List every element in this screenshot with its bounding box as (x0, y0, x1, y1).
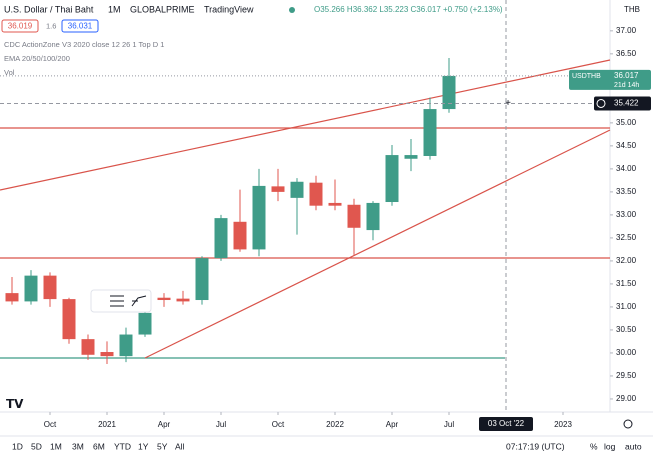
y-tick-label: 30.50 (616, 325, 637, 334)
crosshair-cursor: + (505, 98, 511, 109)
clock[interactable]: 07:17:19 (UTC) (506, 441, 565, 451)
settings-icon[interactable] (623, 419, 633, 429)
source: TradingView (204, 4, 254, 14)
status-dot (289, 7, 295, 13)
crosshair-date: 03 Oct '22 (488, 419, 525, 428)
x-tick-label: Jul (216, 420, 226, 429)
candle-body (100, 352, 114, 357)
range-button[interactable]: All (175, 441, 185, 451)
crosshair-price: 35.422 (614, 99, 639, 108)
candle-body (157, 297, 171, 301)
y-tick-label: 34.50 (616, 141, 637, 150)
candle-body (176, 298, 190, 302)
candle-body (119, 334, 133, 357)
interval: 1M (108, 4, 121, 14)
candle-body (385, 155, 399, 203)
range-button[interactable]: 1D (12, 441, 23, 451)
range-button[interactable]: 6M (93, 441, 105, 451)
candle-body (214, 218, 228, 259)
range-button[interactable]: 1M (50, 441, 62, 451)
candle-body (43, 275, 57, 300)
x-tick-label: Jul (444, 420, 454, 429)
x-tick-label: Oct (272, 420, 285, 429)
y-tick-label: 33.50 (616, 187, 637, 196)
bid-box[interactable] (1, 19, 39, 33)
candle-body (62, 299, 76, 340)
ask[interactable]: 36.031 (68, 22, 93, 31)
y-tick-label: 33.00 (616, 210, 637, 219)
last-price-symbol: USDTHB (572, 73, 601, 80)
x-tick-label: 2021 (98, 420, 116, 429)
crosshair-price-tag (594, 96, 651, 111)
candle-body (195, 258, 209, 301)
trend-line (0, 59, 611, 191)
candle-body (138, 312, 152, 335)
y-tick-label: 30.00 (616, 348, 637, 357)
x-tick-label: Apr (386, 420, 399, 429)
candle-body (404, 155, 418, 159)
x-tick-label: Apr (158, 420, 171, 429)
x-tick-label: Oct (44, 420, 57, 429)
candle-body (233, 221, 247, 250)
scale-option[interactable]: % (590, 441, 598, 451)
candle-body (423, 109, 437, 156)
crosshair-date-tag (479, 417, 533, 431)
candle-body (290, 181, 304, 198)
range-button[interactable]: YTD (114, 441, 131, 451)
candle-body (252, 185, 266, 250)
candle-body (5, 293, 19, 302)
last-price: 36.017 (614, 71, 639, 80)
toolbar-icon[interactable] (131, 295, 147, 307)
range-button[interactable]: 5Y (157, 441, 168, 451)
candle-body (442, 75, 456, 110)
ask-box[interactable] (61, 19, 99, 33)
scale-option[interactable]: auto (625, 441, 642, 451)
symbol: U.S. Dollar / Thai Baht (4, 4, 94, 14)
ohlc: O35.266 H36.362 L35.223 C36.017 +0.750 (… (314, 5, 503, 14)
exchange: GLOBALPRIME (130, 4, 195, 14)
range-button[interactable]: 5D (31, 441, 42, 451)
candle-body (347, 204, 361, 228)
toolbar-icon[interactable] (110, 295, 124, 307)
indicator[interactable]: CDC ActionZone V3 2020 close 12 26 1 Top… (4, 40, 164, 49)
trend-line (144, 129, 611, 359)
y-tick-label: 32.50 (616, 233, 637, 242)
y-tick-label: 34.00 (616, 164, 637, 173)
bid[interactable]: 36.019 (8, 22, 33, 31)
candle-body (81, 339, 95, 355)
last-price-tag (569, 69, 651, 90)
countdown: 21d 14h (614, 82, 639, 89)
range-button[interactable]: 3M (72, 441, 84, 451)
y-tick-label: 35.00 (616, 118, 637, 127)
indicator[interactable]: EMA 20/50/100/200 (4, 54, 70, 63)
spread: 1.6 (46, 21, 56, 30)
currency[interactable]: THB (624, 5, 640, 14)
candle-body (24, 275, 38, 302)
range-button[interactable]: 1Y (138, 441, 149, 451)
candle-body (366, 202, 380, 231)
logo: 𝗧𝗩 (6, 397, 24, 411)
indicator[interactable]: Vol (4, 68, 15, 77)
y-tick-label: 29.50 (616, 371, 637, 380)
candle-body (309, 182, 323, 206)
candle-body (271, 186, 285, 192)
x-tick-label: 2023 (554, 420, 572, 429)
y-tick-label: 32.00 (616, 256, 637, 265)
y-tick-label: 37.00 (616, 26, 637, 35)
y-tick-label: 29.00 (616, 394, 637, 403)
y-tick-label: 36.50 (616, 49, 637, 58)
y-tick-label: 31.00 (616, 302, 637, 311)
y-tick-label: 31.50 (616, 279, 637, 288)
candle-body (328, 202, 342, 206)
add-alert-icon[interactable] (596, 98, 606, 108)
scale-option[interactable]: log (604, 441, 616, 451)
x-tick-label: 2022 (326, 420, 344, 429)
